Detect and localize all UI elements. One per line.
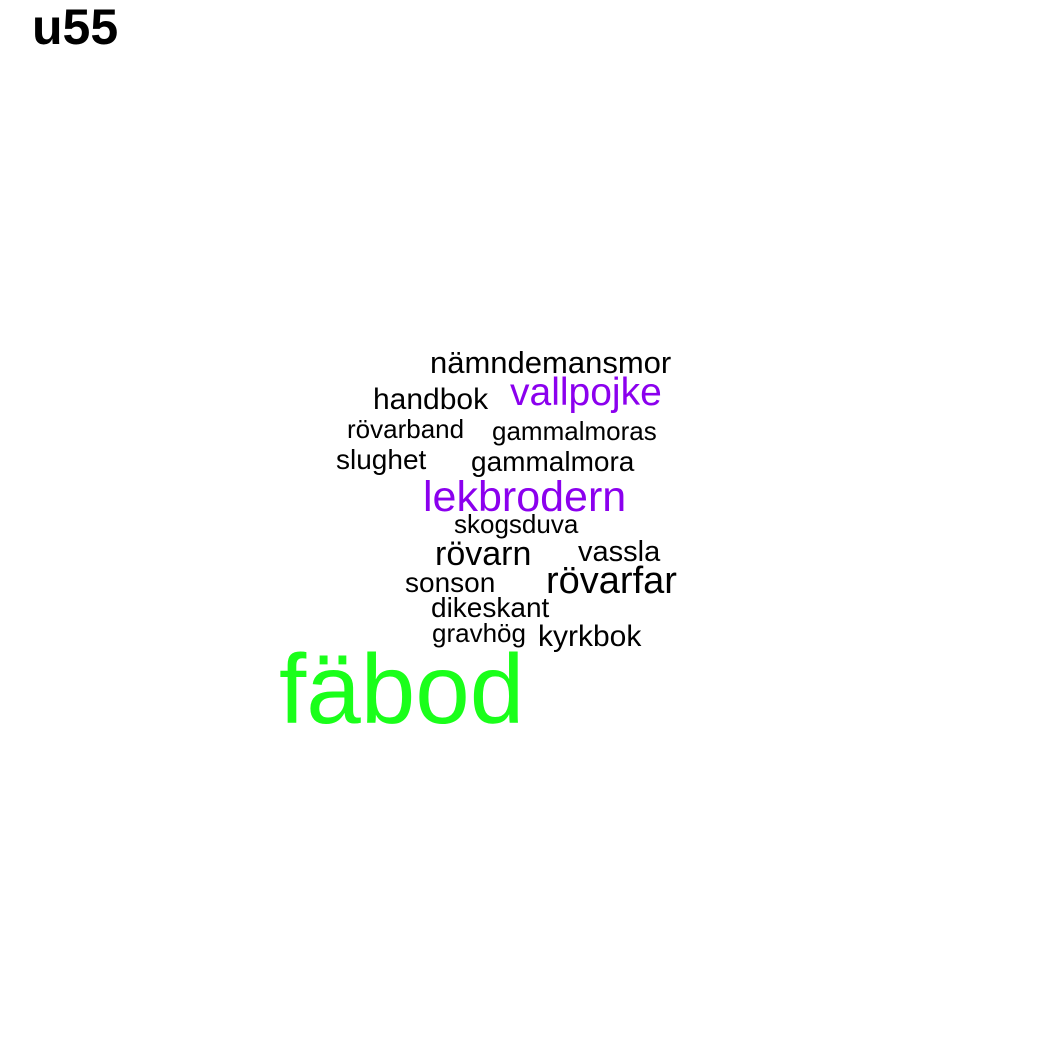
word-rovarn: rövarn	[435, 535, 532, 573]
word-lekbrodern: lekbrodern	[423, 473, 627, 521]
word-namndemansmor: nämndemansmor	[430, 345, 672, 380]
word-vallpojke: vallpojke	[510, 371, 662, 414]
word-fabod: fäbod	[279, 634, 525, 744]
word-vassla: vassla	[578, 536, 661, 568]
word-rovarband: rövarband	[347, 414, 465, 444]
word-dikeskant: dikeskant	[431, 592, 550, 623]
word-gammalmoras: gammalmoras	[492, 416, 657, 446]
word-gammalmora: gammalmora	[471, 446, 635, 477]
word-slughet: slughet	[336, 444, 427, 475]
word-sonson: sonson	[405, 567, 496, 598]
page-title: u55	[32, 0, 119, 55]
word-gravhog: gravhög	[432, 618, 526, 648]
word-rovarfar: rövarfar	[546, 560, 677, 602]
word-skogsduva: skogsduva	[454, 509, 579, 539]
word-kyrkbok: kyrkbok	[538, 620, 642, 653]
word-handbok: handbok	[373, 383, 489, 416]
